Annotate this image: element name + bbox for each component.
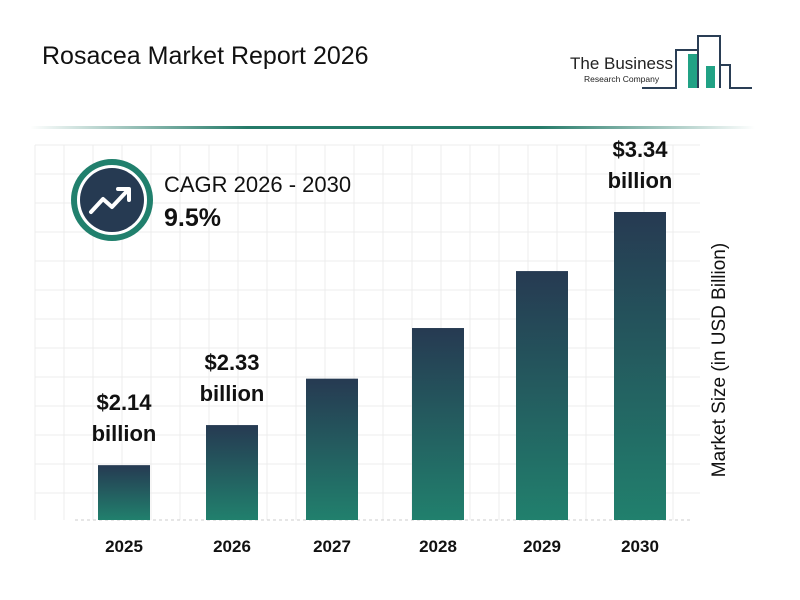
y-axis-label: Market Size (in USD Billion) xyxy=(709,242,730,478)
data-label-unit: billion xyxy=(608,168,673,193)
x-tick-label: 2025 xyxy=(105,537,143,556)
trending-up-icon xyxy=(71,159,153,241)
data-label: $3.34 xyxy=(612,137,668,162)
data-label: $2.33 xyxy=(204,350,259,375)
bar-2027 xyxy=(306,378,358,520)
x-tick-label: 2027 xyxy=(313,537,351,556)
logo-bars-icon xyxy=(642,35,752,89)
bar-2030 xyxy=(614,212,666,520)
bar-2029 xyxy=(516,271,568,520)
data-label: $2.14 xyxy=(96,390,152,415)
cagr-value: 9.5% xyxy=(164,204,221,232)
cagr-label: CAGR 2026 - 2030 xyxy=(164,172,352,197)
bar-2026 xyxy=(206,425,258,520)
logo-line2: Research Company xyxy=(584,74,660,84)
bar-2025 xyxy=(98,465,150,520)
divider xyxy=(30,126,755,129)
x-tick-label: 2026 xyxy=(213,537,251,556)
page-title: Rosacea Market Report 2026 xyxy=(42,42,369,70)
x-tick-label: 2029 xyxy=(523,537,561,556)
data-label-unit: billion xyxy=(92,421,157,446)
x-tick-label: 2030 xyxy=(621,537,659,556)
data-label-unit: billion xyxy=(200,381,265,406)
logo-line1: The Business xyxy=(570,54,673,73)
x-tick-label: 2028 xyxy=(419,537,457,556)
bar-2028 xyxy=(412,328,464,520)
